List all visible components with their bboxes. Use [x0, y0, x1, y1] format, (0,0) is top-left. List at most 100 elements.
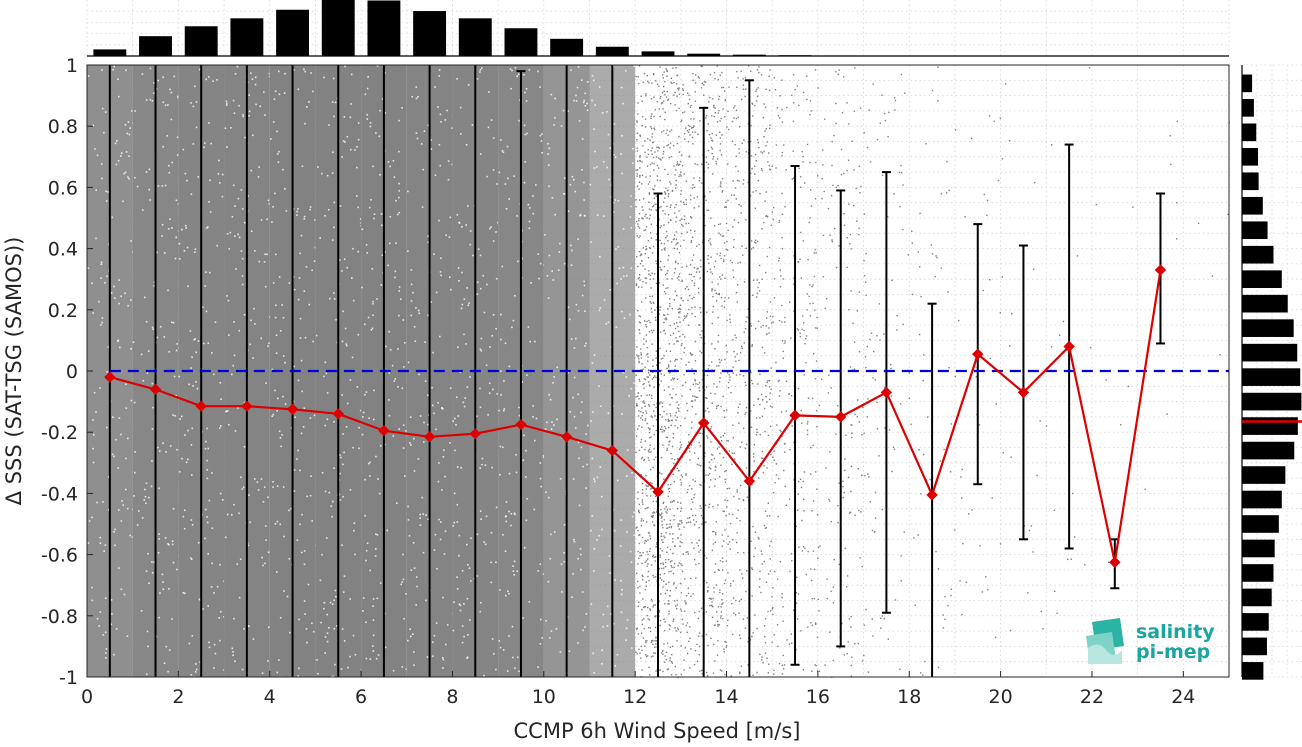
- scatter-point: [1054, 590, 1056, 592]
- scatter-point: [643, 198, 645, 200]
- scatter-point: [643, 387, 645, 389]
- scatter-point: [891, 470, 893, 473]
- scatter-point: [754, 531, 756, 533]
- scatter-gap: [570, 244, 572, 247]
- scatter-gap: [272, 481, 274, 483]
- scatter-point: [742, 254, 744, 256]
- scatter-gap: [144, 488, 146, 491]
- scatter-gap: [238, 596, 241, 599]
- scatter-point: [771, 641, 773, 644]
- scatter-point: [719, 276, 721, 278]
- scatter-point: [692, 593, 694, 595]
- scatter-point: [675, 674, 677, 676]
- scatter-point: [763, 352, 766, 354]
- scatter-point: [669, 625, 671, 627]
- scatter-point: [641, 301, 643, 303]
- scatter-gap: [572, 478, 575, 480]
- scatter-point: [689, 264, 692, 266]
- scatter-point: [735, 117, 738, 120]
- scatter-point: [656, 210, 658, 212]
- top-histogram-bar: [230, 18, 264, 56]
- scatter-gap: [539, 477, 542, 480]
- scatter-point: [742, 499, 745, 501]
- scatter-gap: [282, 168, 284, 171]
- scatter-gap: [278, 70, 280, 73]
- scatter-point: [681, 218, 683, 220]
- scatter-point: [723, 300, 726, 303]
- scatter-point: [670, 570, 672, 573]
- scatter-point: [653, 386, 655, 388]
- scatter-point: [640, 525, 642, 527]
- scatter-point: [692, 111, 694, 113]
- scatter-point: [645, 282, 647, 284]
- scatter-point: [750, 540, 752, 542]
- scatter-point: [661, 131, 663, 133]
- scatter-gap: [490, 561, 492, 564]
- scatter-point: [741, 573, 743, 575]
- scatter-point: [692, 72, 694, 75]
- scatter-gap: [586, 102, 588, 105]
- scatter-gap: [505, 501, 508, 503]
- scatter-point: [705, 397, 707, 399]
- scatter-point: [664, 332, 667, 335]
- scatter-gap: [167, 670, 169, 673]
- scatter-point: [738, 612, 740, 614]
- scatter-point: [650, 302, 652, 304]
- scatter-point: [775, 167, 777, 169]
- scatter-gap: [171, 618, 173, 620]
- scatter-point: [680, 520, 683, 522]
- scatter-point: [755, 242, 757, 244]
- scatter-point: [752, 279, 755, 281]
- scatter-point: [802, 155, 804, 158]
- scatter-point: [673, 562, 676, 565]
- scatter-point: [640, 438, 643, 441]
- scatter-gap: [483, 541, 485, 543]
- scatter-gap: [630, 195, 632, 197]
- scatter-gap: [450, 288, 452, 291]
- scatter-point: [712, 98, 714, 100]
- scatter-gap: [249, 521, 251, 524]
- scatter-gap: [168, 351, 170, 353]
- scatter-point: [838, 482, 840, 484]
- scatter-gap: [575, 94, 577, 97]
- scatter-point: [738, 204, 740, 206]
- scatter-point: [878, 455, 880, 457]
- scatter-point: [719, 143, 722, 145]
- scatter-point: [684, 288, 687, 290]
- scatter-gap: [207, 553, 209, 555]
- scatter-point: [803, 329, 805, 332]
- scatter-point: [846, 237, 848, 239]
- scatter-point: [781, 321, 783, 323]
- scatter-gap: [419, 517, 421, 519]
- scatter-gap: [499, 473, 501, 476]
- scatter-point: [694, 452, 696, 454]
- scatter-point: [752, 103, 754, 105]
- scatter-point: [654, 604, 656, 606]
- scatter-gap: [583, 215, 586, 217]
- scatter-point: [674, 234, 676, 236]
- scatter-point: [801, 519, 803, 522]
- scatter-point: [760, 74, 763, 76]
- scatter-point: [721, 598, 723, 601]
- scatter-gap: [162, 145, 164, 148]
- scatter-gap: [593, 671, 595, 674]
- scatter-gap: [264, 253, 266, 256]
- scatter-point: [783, 144, 785, 146]
- scatter-point: [696, 660, 699, 663]
- scatter-gap: [410, 269, 413, 271]
- scatter-gap: [535, 184, 537, 186]
- scatter-gap: [487, 126, 490, 129]
- scatter-point: [649, 428, 651, 431]
- scatter-point: [697, 635, 700, 637]
- scatter-gap: [370, 329, 373, 331]
- scatter-gap: [633, 382, 635, 384]
- scatter-gap: [462, 401, 465, 404]
- scatter-point: [673, 377, 676, 380]
- scatter-gap: [481, 457, 484, 460]
- scatter-point: [638, 358, 640, 360]
- scatter-point: [679, 520, 681, 522]
- scatter-gap: [534, 439, 536, 442]
- scatter-gap: [100, 277, 102, 279]
- scatter-point: [675, 419, 677, 421]
- scatter-point: [679, 448, 681, 450]
